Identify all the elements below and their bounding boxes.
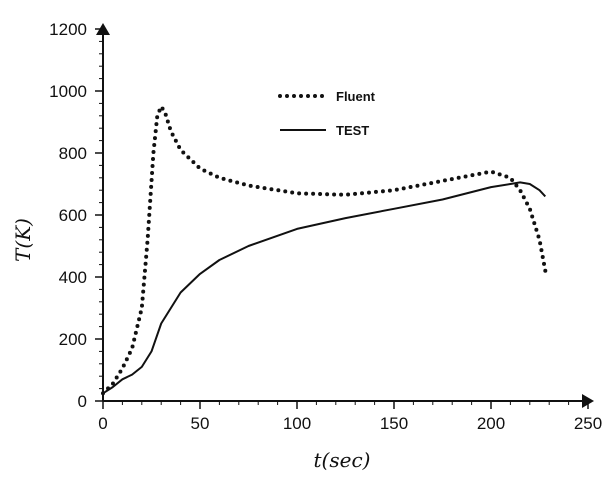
y-axis-title: T(K) bbox=[11, 218, 35, 262]
x-tick-label: 50 bbox=[191, 414, 210, 433]
x-tick-label: 100 bbox=[283, 414, 311, 433]
legend: Fluent TEST bbox=[278, 89, 376, 138]
y-tick-label: 600 bbox=[59, 206, 87, 225]
series-line-fluent bbox=[101, 104, 548, 396]
y-tick-label: 0 bbox=[78, 392, 87, 411]
y-tick-label: 200 bbox=[59, 330, 87, 349]
x-tick-label: 250 bbox=[574, 414, 602, 433]
legend-label-test: TEST bbox=[336, 123, 369, 138]
legend-label-fluent: Fluent bbox=[336, 89, 376, 104]
y-tick-label: 400 bbox=[59, 268, 87, 287]
x-tick-label: 150 bbox=[380, 414, 408, 433]
axes: 0 50 100 150 200 250 0 200 400 600 800 1000 1200 bbox=[49, 20, 602, 433]
x-tick-label: 0 bbox=[98, 414, 107, 433]
x-axis-title: t(sec) bbox=[314, 448, 371, 472]
y-tick-label: 1000 bbox=[49, 82, 87, 101]
y-tick-label: 800 bbox=[59, 144, 87, 163]
series-line-test bbox=[102, 181, 547, 395]
y-tick-label: 1200 bbox=[49, 20, 87, 39]
x-tick-label: 200 bbox=[477, 414, 505, 433]
plot-area bbox=[101, 104, 548, 396]
